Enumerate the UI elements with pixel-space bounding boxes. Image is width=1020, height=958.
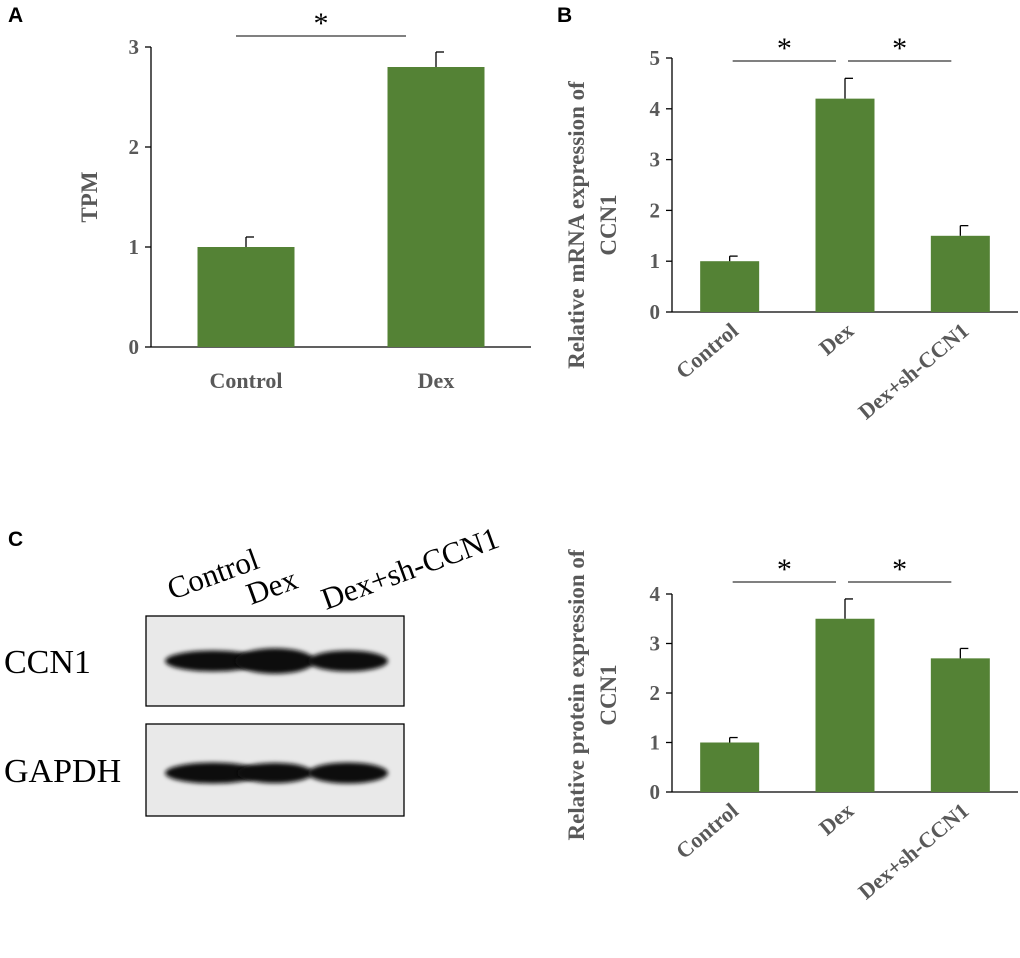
bar-control <box>197 247 295 347</box>
category-label: Dex+sh-CCN1 <box>853 798 973 905</box>
y-tick-label: 2 <box>650 681 661 705</box>
chart-tpm: 0 1 2 3 Control Dex * TPM <box>77 7 531 393</box>
y-axis-label-line: Relative mRNA expression of <box>564 81 589 369</box>
y-tick-label: 3 <box>650 632 661 656</box>
blot-row-label: CCN1 <box>4 644 91 681</box>
blot-lane-label: Dex+sh-CCN1 <box>316 520 503 617</box>
blot-band <box>165 762 261 784</box>
blot-band <box>165 650 261 672</box>
bar-dex <box>815 98 875 312</box>
y-tick-label: 0 <box>129 335 140 359</box>
significance-star: * <box>777 553 792 586</box>
significance-star: * <box>892 32 907 65</box>
y-tick-label: 0 <box>650 300 661 324</box>
blot-band <box>235 648 315 674</box>
blot-row-label: GAPDH <box>4 753 121 790</box>
panel-label-b: B <box>557 4 573 27</box>
y-tick-label: 2 <box>650 198 661 222</box>
category-label: Control <box>671 318 743 384</box>
y-tick-label: 4 <box>650 97 661 121</box>
y-axis-label-line: CCN1 <box>596 664 621 725</box>
y-axis-label-line: Relative protein expression of <box>564 549 589 840</box>
bar-control <box>700 261 760 312</box>
panel-label-c: C <box>8 528 24 551</box>
y-tick-label: 3 <box>650 148 661 172</box>
significance-star: * <box>777 32 792 65</box>
y-tick-label: 1 <box>650 249 661 273</box>
panel-label-a: A <box>8 4 24 27</box>
blot-band <box>308 650 388 672</box>
category-label: Dex <box>814 798 858 841</box>
category-label: Control <box>210 368 283 393</box>
bar-control <box>700 742 760 792</box>
y-tick-label: 4 <box>650 582 661 606</box>
blot-band <box>237 762 313 784</box>
y-axis-label: TPM <box>77 171 102 222</box>
significance-star: * <box>892 553 907 586</box>
y-tick-label: 2 <box>129 135 140 159</box>
blot-band <box>308 762 388 784</box>
bar-dex-sh-ccn1 <box>930 235 990 312</box>
significance-star: * <box>314 7 329 40</box>
bar-dex-sh-ccn1 <box>930 658 990 792</box>
y-axis-label-line: CCN1 <box>596 194 621 255</box>
category-label: Dex <box>418 368 455 393</box>
y-tick-label: 3 <box>129 35 140 59</box>
category-label: Control <box>671 798 743 864</box>
category-label: Dex <box>814 318 858 361</box>
y-tick-label: 0 <box>650 780 661 804</box>
y-tick-label: 5 <box>650 46 661 70</box>
category-label: Dex+sh-CCN1 <box>853 318 973 425</box>
bar-dex <box>815 618 875 792</box>
y-tick-label: 1 <box>650 731 661 755</box>
y-tick-label: 1 <box>129 235 140 259</box>
bar-dex <box>387 67 485 347</box>
